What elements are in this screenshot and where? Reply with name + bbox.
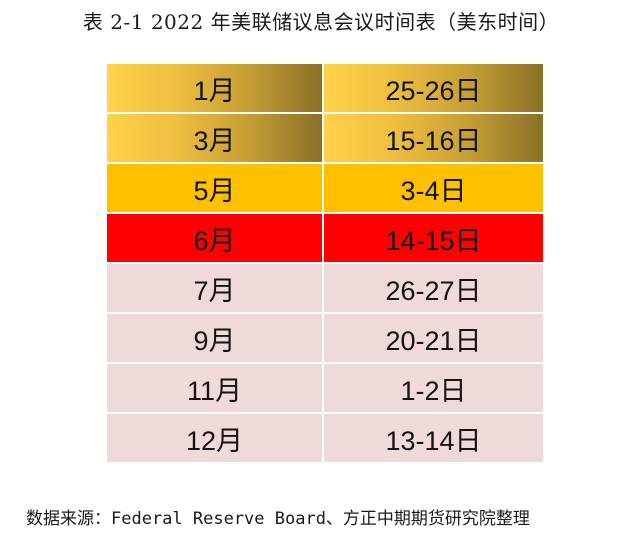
- source-note: 数据来源：Federal Reserve Board、方正中期期货研究院整理: [26, 509, 530, 529]
- table-row: 5月 3-4日: [107, 164, 543, 214]
- month-cell: 9月: [107, 314, 324, 362]
- month-cell: 6月: [107, 214, 324, 262]
- date-cell: 3-4日: [324, 164, 543, 212]
- table-row: 1月 25-26日: [107, 64, 543, 114]
- date-cell: 26-27日: [324, 264, 543, 312]
- month-cell: 11月: [107, 364, 324, 412]
- month-cell: 1月: [107, 64, 324, 112]
- table-row: 3月 15-16日: [107, 114, 543, 164]
- date-cell: 14-15日: [324, 214, 543, 262]
- table-row: 9月 20-21日: [107, 314, 543, 364]
- date-cell: 20-21日: [324, 314, 543, 362]
- date-cell: 15-16日: [324, 114, 543, 162]
- month-cell: 12月: [107, 414, 324, 462]
- table-row: 6月 14-15日: [107, 214, 543, 264]
- month-cell: 3月: [107, 114, 324, 162]
- month-cell: 7月: [107, 264, 324, 312]
- date-cell: 25-26日: [324, 64, 543, 112]
- meeting-schedule-table: 1月 25-26日 3月 15-16日 5月 3-4日 6月 14-15日 7月…: [107, 64, 543, 464]
- table-row: 7月 26-27日: [107, 264, 543, 314]
- table-row: 11月 1-2日: [107, 364, 543, 414]
- month-cell: 5月: [107, 164, 324, 212]
- date-cell: 1-2日: [324, 364, 543, 412]
- table-title: 表 2-1 2022 年美联储议息会议时间表（美东时间）: [82, 10, 560, 34]
- date-cell: 13-14日: [324, 414, 543, 462]
- table-row: 12月 13-14日: [107, 414, 543, 464]
